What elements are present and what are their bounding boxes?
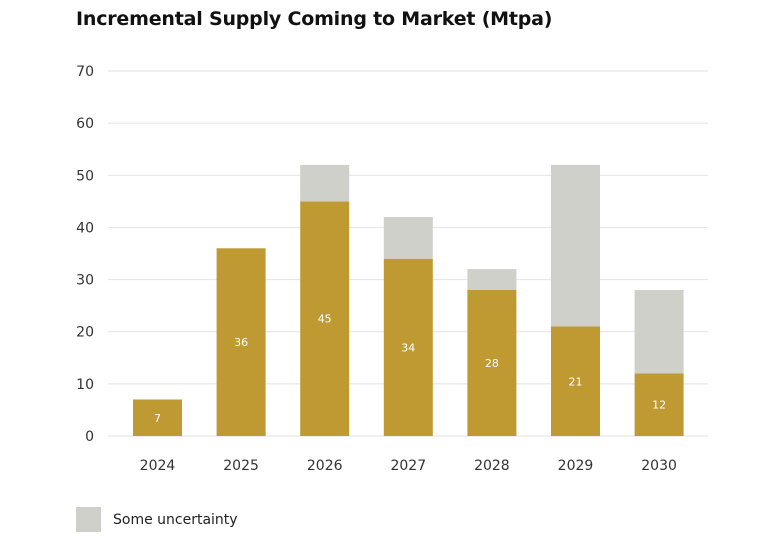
y-tick-label: 50: [76, 168, 94, 184]
bar-2025: [216, 248, 266, 436]
y-tick-label: 40: [76, 220, 94, 236]
y-tick-label: 30: [76, 273, 94, 289]
data-label-2027: 34: [401, 341, 415, 354]
x-tick-label-2024: 2024: [140, 458, 176, 474]
data-label-2026: 45: [318, 313, 332, 326]
bar-2028: [467, 290, 517, 436]
bar-uncertainty-2026: [300, 164, 350, 202]
x-tick-label-2026: 2026: [307, 458, 343, 474]
bar-2026: [300, 201, 350, 436]
data-label-2024: 7: [154, 412, 161, 425]
bar-2024: [133, 399, 182, 436]
y-tick-label: 70: [76, 64, 94, 80]
bar-2030: [634, 373, 684, 436]
bar-2029: [551, 326, 600, 436]
y-tick-label: 20: [76, 325, 94, 341]
data-labels: 7 36 45 34 28 21 12: [154, 313, 666, 425]
x-tick-label-2029: 2029: [558, 458, 594, 474]
data-label-2029: 21: [569, 375, 583, 388]
y-tick-label: 10: [76, 377, 94, 393]
x-tick-label-2027: 2027: [390, 458, 426, 474]
x-tick-label-2030: 2030: [641, 458, 677, 474]
data-label-2030: 12: [652, 399, 666, 412]
bar-uncertainty-2027: [383, 217, 433, 259]
y-tick-labels: 0 10 20 30 40 50 60 70: [76, 64, 94, 445]
bar-uncertainty-2030: [634, 290, 684, 374]
x-tick-labels: 2024 2025 2026 2027 2028 2029 2030: [140, 458, 677, 474]
y-tick-label: 60: [76, 116, 94, 132]
bars: [133, 164, 684, 436]
y-tick-label: 0: [85, 429, 94, 445]
bar-uncertainty-2029: [551, 164, 600, 327]
bar-uncertainty-2028: [467, 269, 517, 290]
chart-title: Incremental Supply Coming to Market (Mtp…: [76, 8, 553, 30]
data-label-2025: 36: [234, 336, 248, 349]
legend-swatch-some-uncertainty: [76, 507, 101, 532]
data-label-2028: 28: [485, 357, 499, 370]
x-tick-label-2028: 2028: [474, 458, 510, 474]
legend-label-some-uncertainty: Some uncertainty: [113, 511, 238, 528]
bar-2027: [383, 258, 433, 436]
legend: Some uncertainty: [76, 507, 238, 532]
x-tick-label-2025: 2025: [223, 458, 259, 474]
